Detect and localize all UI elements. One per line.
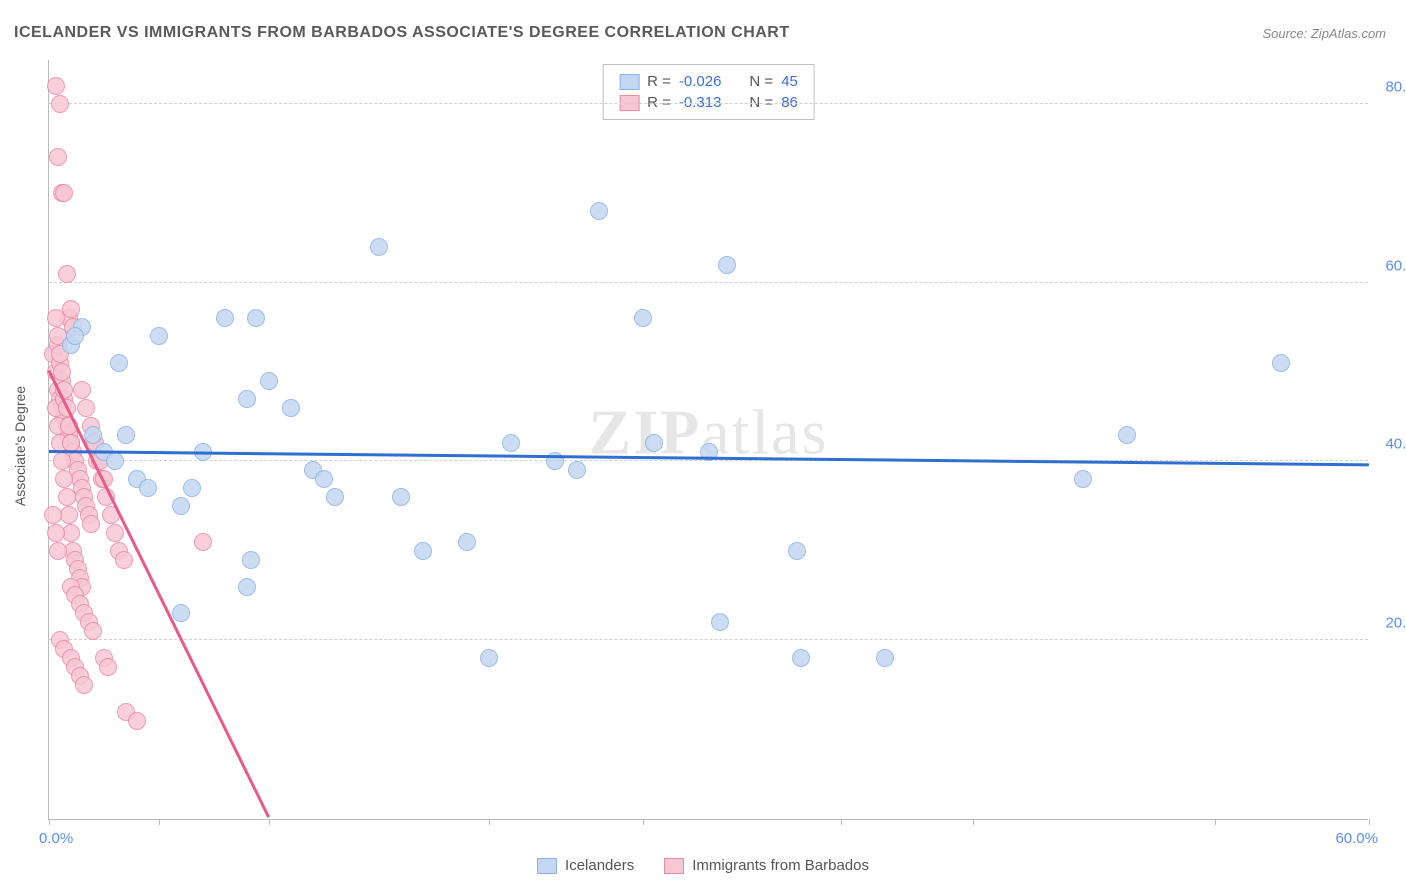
data-point — [247, 309, 265, 327]
gridline — [49, 639, 1368, 640]
legend-item: Immigrants from Barbados — [664, 857, 869, 874]
data-point — [718, 256, 736, 274]
data-point — [150, 327, 168, 345]
data-point — [172, 497, 190, 515]
legend-label: Immigrants from Barbados — [692, 857, 869, 874]
data-point — [183, 479, 201, 497]
chart-title: ICELANDER VS IMMIGRANTS FROM BARBADOS AS… — [14, 24, 790, 42]
data-point — [62, 300, 80, 318]
x-tick — [643, 819, 644, 825]
data-point — [49, 148, 67, 166]
data-point — [282, 399, 300, 417]
data-point — [84, 426, 102, 444]
gridline — [49, 103, 1368, 104]
source-attribution: Source: ZipAtlas.com — [1262, 26, 1386, 41]
x-tick — [159, 819, 160, 825]
data-point — [242, 551, 260, 569]
series-legend: Icelanders Immigrants from Barbados — [537, 857, 869, 874]
data-point — [55, 184, 73, 202]
data-point — [44, 506, 62, 524]
x-tick — [973, 819, 974, 825]
data-point — [51, 95, 69, 113]
data-point — [47, 524, 65, 542]
data-point — [47, 309, 65, 327]
data-point — [84, 622, 102, 640]
data-point — [792, 649, 810, 667]
data-point — [53, 363, 71, 381]
data-point — [370, 238, 388, 256]
y-tick-label: 80.0% — [1378, 78, 1406, 95]
y-tick-label: 20.0% — [1378, 615, 1406, 632]
x-tick — [489, 819, 490, 825]
data-point — [568, 461, 586, 479]
data-point — [480, 649, 498, 667]
gridline — [49, 282, 1368, 283]
x-tick — [269, 819, 270, 825]
data-point — [590, 202, 608, 220]
scatter-chart: ZIPatlas R =-0.026N =45R =-0.313N =86 0.… — [48, 60, 1368, 820]
data-point — [634, 309, 652, 327]
data-point — [216, 309, 234, 327]
data-point — [645, 434, 663, 452]
y-tick-label: 60.0% — [1378, 257, 1406, 274]
data-point — [238, 578, 256, 596]
data-point — [110, 354, 128, 372]
data-point — [711, 613, 729, 631]
data-point — [172, 604, 190, 622]
data-point — [58, 265, 76, 283]
data-point — [326, 488, 344, 506]
data-point — [77, 399, 95, 417]
legend-n-value: 45 — [781, 73, 798, 90]
data-point — [106, 452, 124, 470]
data-point — [60, 506, 78, 524]
data-point — [47, 77, 65, 95]
legend-r-value: -0.026 — [679, 73, 722, 90]
data-point — [53, 452, 71, 470]
data-point — [66, 327, 84, 345]
legend-n-label: N = — [749, 73, 773, 90]
data-point — [502, 434, 520, 452]
data-point — [128, 712, 146, 730]
data-point — [315, 470, 333, 488]
legend-row: R = -0.026 N = 45 — [619, 71, 798, 92]
data-point — [58, 488, 76, 506]
legend-r-label: R = — [647, 73, 671, 90]
y-tick-label: 40.0% — [1378, 436, 1406, 453]
x-tick — [49, 819, 50, 825]
legend-swatch — [664, 858, 684, 874]
data-point — [458, 533, 476, 551]
data-point — [876, 649, 894, 667]
legend-swatch — [537, 858, 557, 874]
data-point — [788, 542, 806, 560]
data-point — [238, 390, 256, 408]
data-point — [106, 524, 124, 542]
x-tick — [1369, 819, 1370, 825]
legend-label: Icelanders — [565, 857, 634, 874]
x-axis-min-label: 0.0% — [39, 830, 73, 847]
data-point — [194, 533, 212, 551]
data-point — [260, 372, 278, 390]
legend-swatch — [619, 74, 639, 90]
x-axis-max-label: 60.0% — [1335, 830, 1378, 847]
data-point — [75, 676, 93, 694]
data-point — [115, 551, 133, 569]
data-point — [414, 542, 432, 560]
data-point — [392, 488, 410, 506]
data-point — [117, 426, 135, 444]
data-point — [62, 524, 80, 542]
data-point — [1272, 354, 1290, 372]
data-point — [49, 542, 67, 560]
x-tick — [1215, 819, 1216, 825]
data-point — [1118, 426, 1136, 444]
data-point — [99, 658, 117, 676]
data-point — [1074, 470, 1092, 488]
y-axis-label: Associate's Degree — [12, 386, 28, 506]
legend-item: Icelanders — [537, 857, 634, 874]
data-point — [139, 479, 157, 497]
data-point — [82, 515, 100, 533]
data-point — [73, 381, 91, 399]
correlation-legend: R =-0.026N =45R =-0.313N =86 — [602, 64, 815, 120]
x-tick — [841, 819, 842, 825]
data-point — [55, 470, 73, 488]
